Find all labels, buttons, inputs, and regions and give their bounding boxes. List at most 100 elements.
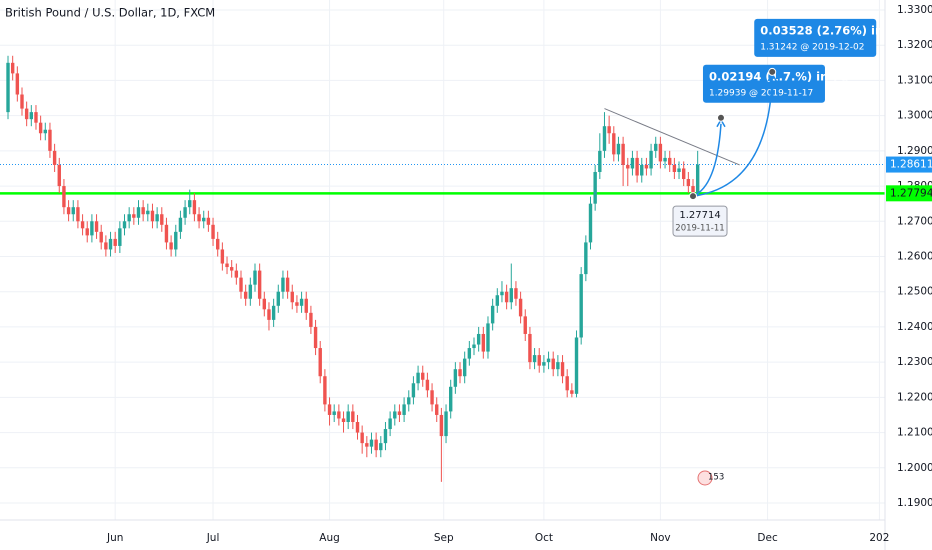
candle-body [132, 214, 136, 218]
candle-body [243, 291, 248, 299]
candle-body [327, 404, 332, 415]
candle-body [598, 150, 602, 172]
candle-body [681, 168, 686, 180]
low-price: 1.27714 [679, 210, 720, 221]
y-tick-label: 1.23000 [897, 356, 932, 368]
candle-body [304, 298, 308, 313]
candle-body [76, 207, 80, 222]
candle-body [504, 291, 509, 303]
candle-body [462, 358, 467, 377]
candle-body [695, 164, 700, 194]
candle-body [257, 270, 262, 299]
x-tick-label: 202 [869, 532, 889, 544]
price-axis [885, 0, 932, 550]
candle-body [374, 439, 378, 451]
candle-body [439, 414, 444, 437]
candle-body [318, 348, 322, 377]
axes: 1.19000 1.20000 1.21000 1.22000 1.23000 1.240… [106, 4, 932, 544]
candle-body [458, 369, 462, 377]
candle-body [383, 429, 388, 444]
candle-body [183, 207, 187, 218]
candle-body [202, 217, 206, 222]
candle-body [654, 143, 658, 151]
candle-body [579, 274, 583, 338]
projection-point [768, 67, 777, 76]
chart-title: British Pound / U.S. Dollar, 1D, FXCM [5, 6, 215, 20]
candle-body [472, 344, 476, 349]
candle-body [197, 214, 201, 222]
candle-body [453, 369, 458, 387]
y-tick-label: 1.24000 [897, 321, 932, 333]
candle-body [146, 210, 150, 215]
candle-body [546, 358, 551, 363]
candle-body [164, 224, 169, 243]
time-axis [0, 520, 885, 550]
candle-body [658, 143, 663, 162]
candle-body [542, 362, 546, 366]
candle-body [425, 379, 430, 391]
candle-body [672, 164, 677, 172]
candle-body [178, 217, 183, 232]
candle-body [43, 129, 47, 134]
candle-body [528, 333, 532, 363]
candle-body [514, 288, 518, 299]
candle-body [309, 312, 313, 327]
candle-body [537, 355, 541, 366]
candle-body [691, 186, 695, 194]
x-tick-label: Nov [650, 532, 671, 544]
candle-body [118, 228, 122, 246]
candle-body [444, 411, 448, 437]
candle-body [490, 305, 495, 324]
candle-body [495, 295, 499, 306]
candle-body [630, 157, 635, 169]
candle-body [430, 390, 434, 405]
price-label: 1.28611 [890, 159, 932, 171]
candle-body [285, 277, 290, 292]
candle-body [234, 270, 239, 278]
candle-body [560, 362, 565, 377]
candle-body [476, 333, 481, 345]
candle-body [248, 284, 253, 299]
projection-detail: 1.31242 @ 2019-12-02 [760, 42, 864, 52]
candle-body [169, 242, 173, 250]
candle-body [216, 238, 220, 250]
candle-body [66, 207, 71, 215]
projection-detail: 1.29939 @ 2019-11-17 [709, 88, 813, 98]
candle-body [407, 397, 411, 405]
projection-text: 0.03528 (2.76%) in 22d [760, 23, 911, 37]
candle-body [141, 207, 145, 215]
y-tick-label: 1.21000 [897, 427, 932, 439]
y-tick-label: 1.25000 [897, 286, 932, 298]
candle-body [90, 221, 94, 236]
candle-body [416, 372, 420, 384]
candle-body [574, 337, 579, 394]
candle-body [421, 372, 425, 380]
candle-body [253, 270, 257, 285]
candle-body [565, 376, 569, 391]
candle-body [62, 186, 66, 208]
x-tick-label: Oct [535, 532, 553, 544]
x-tick-label: Aug [319, 532, 340, 544]
candle-body [644, 164, 649, 169]
candle-body [24, 108, 29, 120]
candle-body [668, 157, 672, 165]
y-tick-label: 1.31000 [897, 74, 932, 86]
candle-body [551, 358, 555, 370]
y-tick-label: 1.29000 [897, 145, 932, 157]
candle-body [621, 143, 625, 165]
candle-body [271, 305, 276, 320]
candle-body [626, 164, 630, 169]
candle-body [332, 411, 336, 415]
candle-body [267, 309, 271, 320]
level-label: 1.27794 [890, 187, 932, 199]
candle-body [313, 326, 318, 349]
candle-body [584, 242, 588, 275]
candle-body [640, 164, 644, 176]
candle-body [20, 94, 24, 109]
candle-body [48, 129, 52, 151]
candle-body [295, 302, 299, 306]
candle-body [262, 298, 267, 310]
y-tick-label: 1.22000 [897, 391, 932, 403]
projection-text: 0.02194 (1.7.%) in 7d [709, 69, 849, 83]
event-icon [697, 470, 713, 486]
